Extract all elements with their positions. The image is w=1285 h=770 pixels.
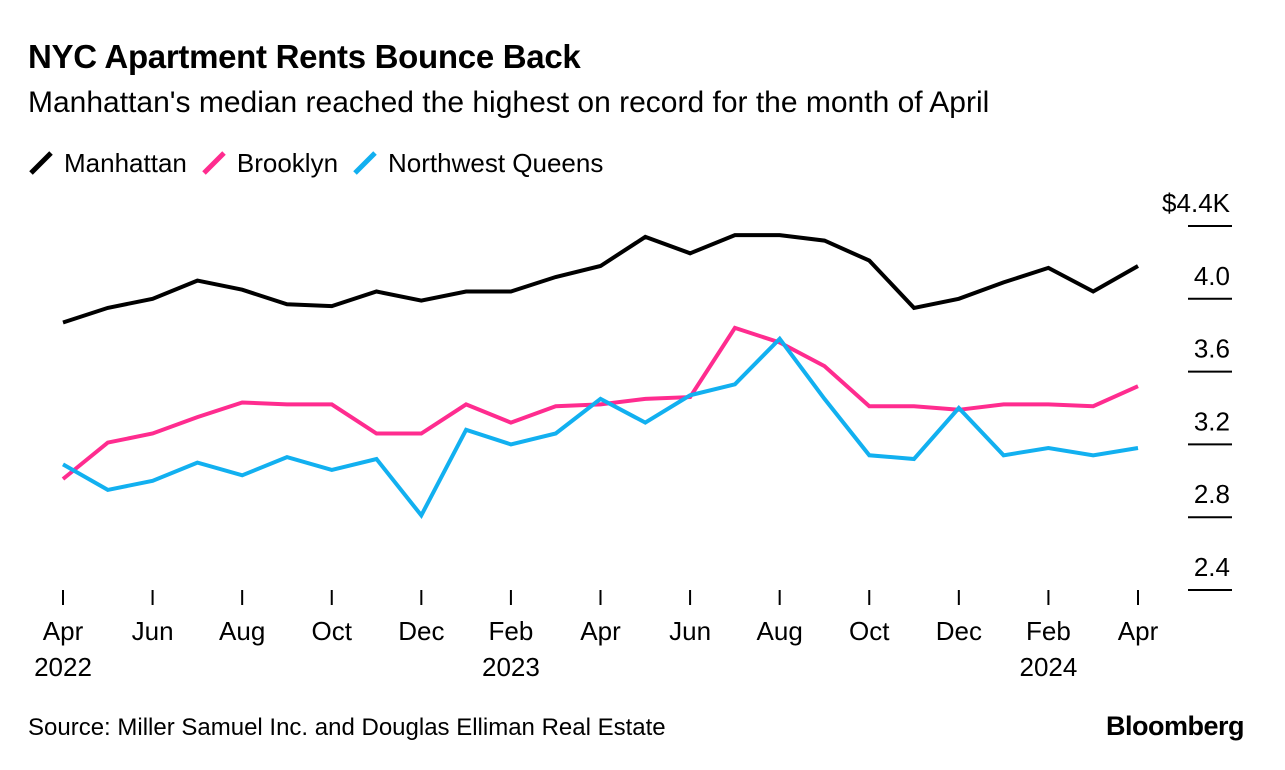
x-tick-label-apr-0: Apr: [43, 616, 84, 646]
x-tick-label-apr-12: Apr: [580, 616, 621, 646]
x-tick-year-2022: 2022: [34, 652, 92, 682]
series-line-brooklyn: [61, 325, 1139, 481]
x-tick-label-dec-20: Dec: [936, 616, 982, 646]
y-tick-label-3-2: 3.2: [1194, 406, 1230, 436]
series-line-northwest-queens: [62, 335, 1139, 520]
x-tick-label-aug-16: Aug: [757, 616, 803, 646]
x-tick-label-oct-6: Oct: [312, 616, 353, 646]
y-tick-label-4-4k: $4.4K: [1162, 188, 1231, 218]
y-tick-label-2-8: 2.8: [1194, 479, 1230, 509]
chart-subtitle: Manhattan's median reached the highest o…: [28, 86, 990, 119]
series-line-manhattan: [62, 233, 1139, 325]
legend-label-manhattan: Manhattan: [64, 147, 187, 178]
x-tick-label-dec-8: Dec: [398, 616, 444, 646]
legend-item-brooklyn: Brooklyn: [201, 148, 338, 179]
legend-swatch-manhattan: [29, 151, 53, 175]
legend-label-brooklyn: Brooklyn: [236, 147, 339, 178]
legend-item-manhattan: Manhattan: [28, 148, 187, 179]
legend: Manhattan Brooklyn Northwest Queens: [28, 145, 617, 181]
x-tick-label-jun-2: Jun: [132, 616, 174, 646]
y-tick-label-2-4: 2.4: [1194, 552, 1230, 582]
chart-title: NYC Apartment Rents Bounce Back: [28, 38, 581, 75]
x-tick-label-apr-24: Apr: [1118, 616, 1159, 646]
x-tick-label-feb-10: Feb: [489, 616, 534, 646]
x-tick-label-oct-18: Oct: [849, 616, 890, 646]
bloomberg-logo: Bloomberg: [1106, 711, 1245, 741]
legend-item-northwest-queens: Northwest Queens: [352, 148, 603, 179]
x-tick-label-feb-22: Feb: [1026, 616, 1071, 646]
y-tick-label-3-6: 3.6: [1194, 334, 1230, 364]
legend-swatch-brooklyn: [202, 151, 226, 175]
y-tick-label-4-0: 4.0: [1194, 261, 1230, 291]
legend-label-northwest-queens: Northwest Queens: [388, 147, 604, 178]
legend-swatch-northwest-queens: [353, 151, 377, 175]
source-note: Source: Miller Samuel Inc. and Douglas E…: [28, 714, 666, 741]
x-tick-label-aug-4: Aug: [219, 616, 265, 646]
x-tick-year-2024: 2024: [1019, 652, 1077, 682]
x-tick-year-2023: 2023: [482, 652, 540, 682]
x-tick-label-jun-14: Jun: [669, 616, 711, 646]
